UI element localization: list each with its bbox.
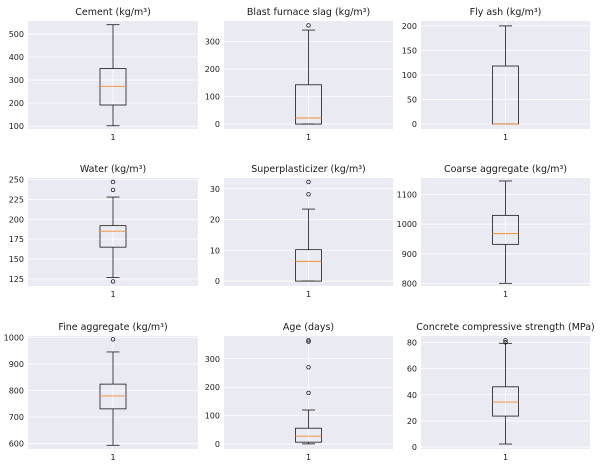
x-tick-label: 1	[503, 290, 508, 299]
outlier-point	[110, 337, 116, 342]
outlier-point	[306, 179, 311, 185]
y-tick-label: 50	[407, 96, 417, 105]
outlier-point	[110, 179, 116, 185]
subplot-title: Cement (kg/m³)	[75, 7, 151, 18]
y-tick-label: 200	[9, 99, 24, 108]
y-tick-label: 40	[407, 391, 417, 400]
x-tick-label: 1	[503, 453, 508, 462]
outlier-point	[306, 192, 311, 197]
y-tick-label: 125	[9, 275, 24, 284]
y-tick-label: 225	[9, 195, 24, 204]
subplot-title: Water (kg/m³)	[80, 164, 146, 175]
outlier-point	[306, 390, 311, 396]
outlier-point	[110, 187, 116, 193]
y-tick-label: 20	[210, 216, 220, 225]
outlier-point	[503, 337, 508, 343]
y-tick-label: 200	[402, 22, 417, 31]
outlier-point	[110, 279, 116, 284]
y-tick-label: 30	[210, 185, 220, 194]
y-tick-label: 200	[205, 65, 220, 74]
y-tick-label: 900	[9, 360, 24, 369]
x-tick-label: 1	[110, 133, 115, 142]
subplot-5: Superplasticizer (kg/m³) 0 10 20 30 1	[210, 164, 393, 299]
subplot-6: Coarse aggregate (kg/m³) 800 900 1000 1100 1	[397, 164, 590, 299]
iqr-box	[492, 386, 519, 417]
outlier-point	[306, 23, 311, 28]
y-tick-label: 300	[9, 76, 24, 85]
x-tick-label: 1	[503, 133, 508, 142]
y-tick-label: 0	[412, 120, 417, 129]
y-tick-label: 100	[205, 93, 220, 102]
subplot-1: Cement (kg/m³) 100 200 300 400 500 1	[9, 7, 198, 142]
y-tick-label: 0	[215, 440, 220, 449]
y-tick-label: 200	[205, 383, 220, 392]
outlier-point	[503, 340, 508, 345]
x-tick-label: 1	[306, 133, 311, 142]
subplot-8: Age (days) 0 100 200 300 1	[205, 322, 393, 462]
subplot-3: Fly ash (kg/m³) 0 50 100 150 200 1	[402, 7, 590, 142]
iqr-box	[295, 249, 322, 282]
iqr-box	[295, 84, 322, 125]
subplot-title: Coarse aggregate (kg/m³)	[444, 164, 567, 175]
subplot-title: Blast furnace slag (kg/m³)	[247, 7, 370, 18]
y-tick-label: 0	[215, 277, 220, 286]
outlier-point	[306, 338, 311, 343]
subplot-4: Water (kg/m³) 125 150 175 200 225 250 1	[9, 164, 198, 299]
y-tick-label: 800	[9, 387, 24, 396]
y-tick-label: 700	[9, 413, 24, 422]
iqr-box	[99, 225, 127, 248]
subplot-title: Superplasticizer (kg/m³)	[251, 164, 365, 175]
y-tick-label: 500	[9, 30, 24, 39]
y-tick-label: 200	[9, 215, 24, 224]
y-tick-label: 20	[407, 417, 417, 426]
y-tick-label: 1100	[397, 190, 417, 199]
y-tick-label: 800	[402, 280, 417, 289]
subplot-title: Fine aggregate (kg/m³)	[58, 322, 167, 333]
subplot-title: Fly ash (kg/m³)	[470, 7, 542, 18]
y-tick-label: 600	[9, 440, 24, 449]
y-tick-label: 100	[402, 71, 417, 80]
y-tick-label: 80	[407, 339, 417, 348]
iqr-box	[492, 214, 519, 245]
y-tick-label: 150	[9, 255, 24, 264]
y-tick-label: 60	[407, 365, 417, 374]
subplot-title: Concrete compressive strength (MPa)	[416, 322, 594, 333]
x-tick-label: 1	[110, 290, 115, 299]
iqr-box	[295, 427, 322, 443]
y-tick-label: 1000	[397, 220, 417, 229]
y-tick-label: 175	[9, 235, 24, 244]
y-tick-label: 300	[205, 355, 220, 364]
subplot-9: Concrete compressive strength (MPa) 0 20 40…	[407, 322, 595, 462]
iqr-box	[99, 383, 127, 410]
y-tick-label: 10	[210, 246, 220, 255]
y-tick-label: 0	[412, 443, 417, 452]
y-tick-label: 150	[402, 46, 417, 55]
y-tick-label: 100	[9, 122, 24, 131]
y-tick-label: 0	[215, 120, 220, 129]
y-tick-label: 900	[402, 250, 417, 259]
subplot-title: Age (days)	[283, 322, 334, 333]
x-tick-label: 1	[306, 453, 311, 462]
outlier-point	[306, 339, 311, 344]
x-tick-label: 1	[306, 290, 311, 299]
y-tick-label: 100	[205, 412, 220, 421]
y-tick-label: 400	[9, 53, 24, 62]
y-tick-label: 250	[9, 176, 24, 185]
subplot-7: Fine aggregate (kg/m³) 600 700 800 900 1000 1	[4, 322, 198, 462]
subplot-2: Blast furnace slag (kg/m³) 0 100 200 300 1	[205, 7, 393, 142]
x-tick-label: 1	[110, 453, 115, 462]
y-tick-label: 300	[205, 38, 220, 47]
outlier-point	[306, 365, 311, 370]
y-tick-label: 1000	[4, 333, 24, 342]
